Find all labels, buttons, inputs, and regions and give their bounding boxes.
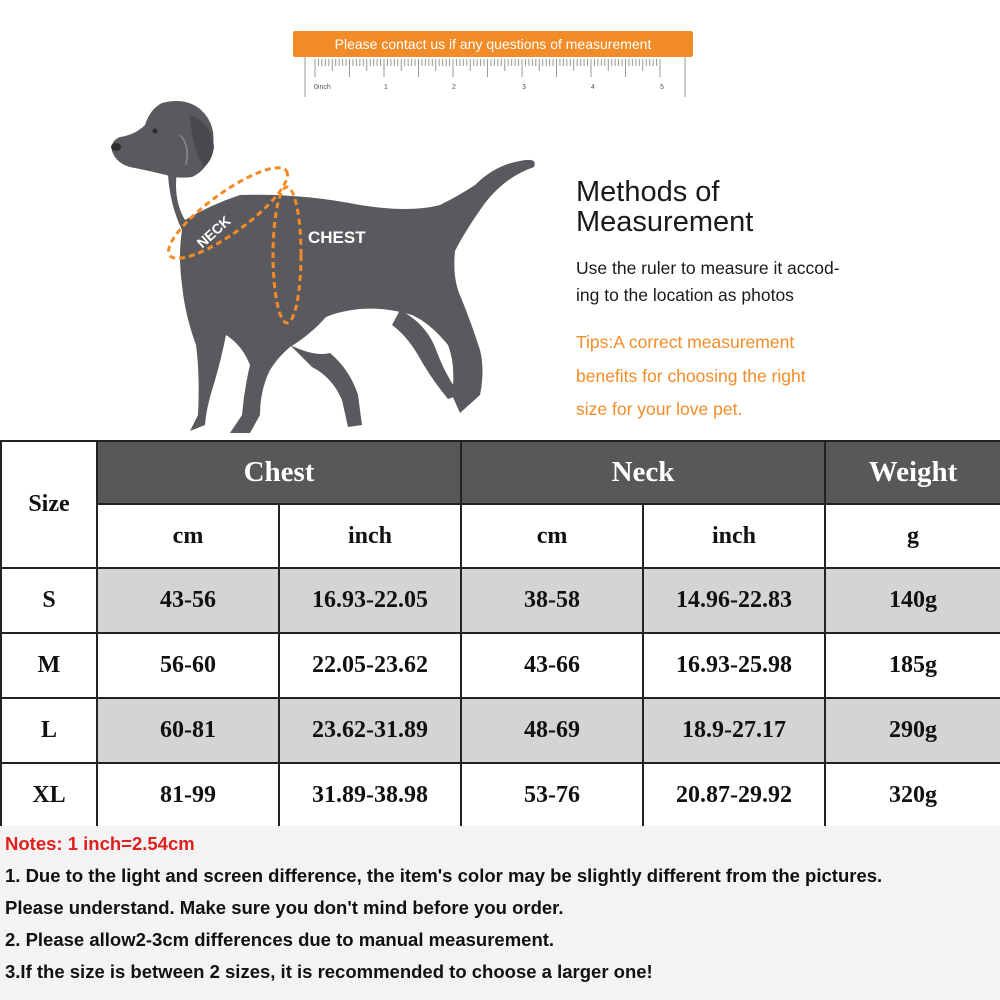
size-cell: S: [0, 567, 98, 634]
neck-inch-header: inch: [642, 503, 827, 569]
tips-line: benefits for choosing the right: [576, 365, 806, 386]
measurement-tips: Tips:A correct measurement benefits for …: [576, 326, 876, 427]
table-row: S 43-56 16.93-22.05 38-58 14.96-22.83 14…: [0, 567, 1000, 634]
size-cell: XL: [0, 762, 98, 829]
ruler-tick-label: 2: [452, 84, 456, 91]
size-cell: M: [0, 632, 98, 699]
methods-description-line: Use the ruler to measure it accod-: [576, 258, 840, 278]
note-line: 2. Please allow2-3cm differences due to …: [5, 929, 555, 950]
weight-cell: 140g: [824, 567, 1000, 634]
chest-inch-cell: 31.89-38.98: [277, 762, 463, 829]
chest-inch-cell: 23.62-31.89: [277, 697, 463, 764]
methods-title-line: Measurement: [576, 206, 754, 238]
chest-cm-cell: 43-56: [96, 567, 280, 634]
chest-cm-cell: 56-60: [96, 632, 280, 699]
table-row: XL 81-99 31.89-38.98 53-76 20.87-29.92 3…: [0, 762, 1000, 829]
note-line: Please understand. Make sure you don't m…: [5, 897, 564, 918]
chest-cm-cell: 60-81: [96, 697, 280, 764]
size-column-header: Size: [0, 440, 98, 569]
neck-inch-cell: 20.87-29.92: [642, 762, 827, 829]
size-cell: L: [0, 697, 98, 764]
methods-title-line: Methods of: [576, 176, 720, 208]
neck-group-header: Neck: [460, 440, 827, 505]
neck-cm-cell: 53-76: [460, 762, 645, 829]
neck-inch-cell: 14.96-22.83: [642, 567, 827, 634]
methods-description: Use the ruler to measure it accod- ing t…: [576, 255, 906, 309]
neck-inch-cell: 18.9-27.17: [642, 697, 827, 764]
neck-cm-header: cm: [460, 503, 645, 569]
neck-cm-cell: 43-66: [460, 632, 645, 699]
chest-inch-header: inch: [277, 503, 463, 569]
ruler-tick-label: 4: [591, 84, 595, 91]
chest-inch-cell: 16.93-22.05: [277, 567, 463, 634]
weight-g-header: g: [824, 503, 1000, 569]
ruler-tick-label: 5: [660, 84, 664, 91]
chest-inch-cell: 22.05-23.62: [277, 632, 463, 699]
chest-cm-header: cm: [96, 503, 280, 569]
neck-inch-cell: 16.93-25.98: [642, 632, 827, 699]
weight-cell: 185g: [824, 632, 1000, 699]
note-line: 1. Due to the light and screen differenc…: [5, 865, 883, 886]
weight-cell: 290g: [824, 697, 1000, 764]
measurement-contact-banner: Please contact us if any questions of me…: [293, 31, 693, 57]
size-chart-table: Size Chest Neck Weight cm inch cm inch g…: [0, 440, 1000, 829]
neck-cm-cell: 38-58: [460, 567, 645, 634]
weight-group-header: Weight: [824, 440, 1000, 505]
tips-line: size for your love pet.: [576, 399, 743, 419]
notes-title: Notes: 1 inch=2.54cm: [5, 833, 195, 854]
table-row: L 60-81 23.62-31.89 48-69 18.9-27.17 290…: [0, 697, 1000, 764]
chest-cm-cell: 81-99: [96, 762, 280, 829]
ruler-graphic: 0inch 1 2 3 4 5: [304, 57, 686, 97]
methods-title: Methods of Measurement: [576, 177, 996, 237]
weight-cell: 320g: [824, 762, 1000, 829]
ruler-tick-label: 3: [522, 84, 526, 91]
chest-label: CHEST: [308, 228, 366, 247]
methods-description-line: ing to the location as photos: [576, 285, 794, 305]
table-row: M 56-60 22.05-23.62 43-66 16.93-25.98 18…: [0, 632, 1000, 699]
dog-measurement-figure: NECK CHEST: [111, 101, 535, 433]
chest-group-header: Chest: [95, 440, 463, 505]
tips-line: Tips:A correct measurement: [576, 332, 795, 352]
note-line: 3.If the size is between 2 sizes, it is …: [5, 961, 653, 982]
ruler-tick-label: 1: [384, 84, 388, 91]
neck-cm-cell: 48-69: [460, 697, 645, 764]
ruler-unit-label: 0inch: [314, 84, 331, 91]
notes-section: Notes: 1 inch=2.54cm 1. Due to the light…: [0, 826, 1000, 1000]
